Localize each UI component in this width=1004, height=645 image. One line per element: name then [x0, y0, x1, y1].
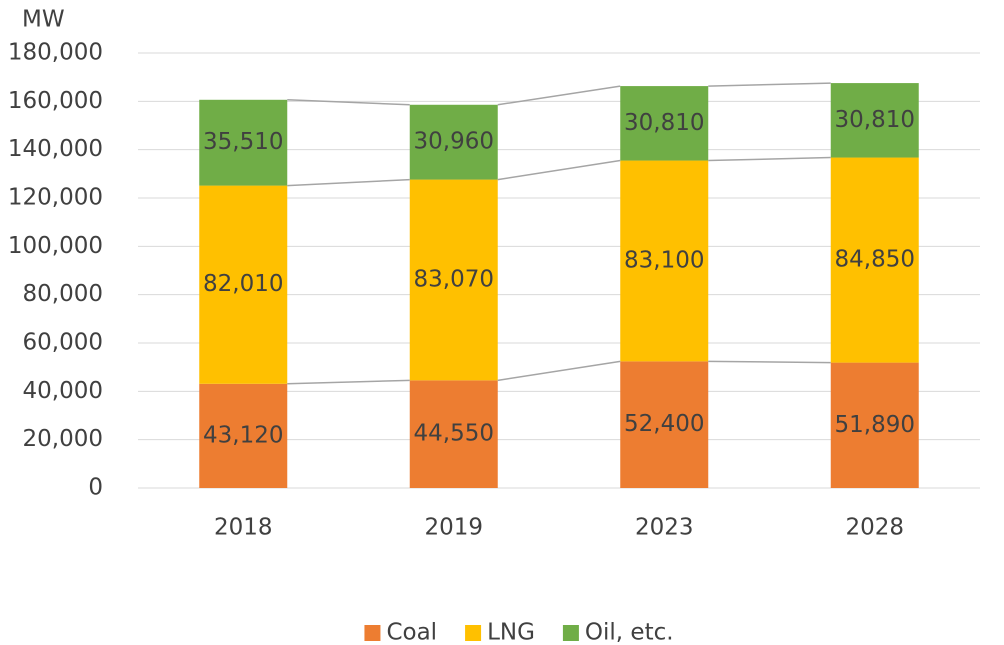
bar-segment: [830, 83, 919, 158]
series-line: [497, 360, 621, 382]
x-tick-label: 2019: [424, 515, 483, 541]
bar-segment: [409, 179, 498, 381]
series-line: [497, 159, 621, 181]
bar-segment: [199, 185, 288, 384]
x-tick-label: 2018: [214, 515, 273, 541]
y-tick-label: 60,000: [23, 330, 103, 356]
bar-segment: [830, 362, 919, 488]
data-label: 44,550: [414, 421, 494, 447]
legend-label: Oil, etc.: [585, 620, 674, 645]
legend-label: Coal: [386, 620, 437, 645]
bar-segment: [199, 383, 288, 488]
legend-swatch: [465, 625, 482, 641]
legend-label: LNG: [487, 620, 535, 645]
bar-segment: [620, 86, 709, 161]
legend-swatch: [364, 625, 381, 641]
x-tick-label: 2028: [845, 515, 904, 541]
series-line: [708, 360, 831, 364]
data-label: 30,810: [835, 107, 915, 133]
series-line: [287, 178, 410, 187]
data-label: 35,510: [203, 129, 283, 155]
data-label: 30,810: [624, 110, 704, 136]
series-line: [708, 82, 831, 87]
legend-swatch: [562, 625, 579, 641]
data-label: 30,960: [414, 129, 494, 155]
bar-segment: [620, 160, 709, 362]
y-axis-label: MW: [22, 7, 65, 33]
bar-segment: [830, 157, 919, 363]
x-tick-label: 2023: [635, 515, 694, 541]
series-line: [287, 99, 410, 106]
y-tick-label: 0: [88, 475, 103, 501]
y-tick-label: 160,000: [8, 88, 103, 114]
y-tick-label: 140,000: [8, 136, 103, 162]
y-tick-label: 180,000: [8, 40, 103, 66]
data-label: 83,070: [414, 266, 494, 292]
y-tick-label: 120,000: [8, 185, 103, 211]
data-label: 52,400: [624, 411, 704, 437]
y-tick-label: 80,000: [23, 281, 103, 307]
bar-segment: [199, 99, 288, 186]
data-label: 51,890: [835, 412, 915, 438]
data-label: 43,120: [203, 422, 283, 448]
series-line: [287, 379, 410, 385]
bar-segment: [620, 361, 709, 488]
data-label: 84,850: [835, 247, 915, 273]
y-tick-label: 20,000: [23, 426, 103, 452]
bar-segment: [409, 104, 498, 180]
data-label: 83,100: [624, 247, 704, 273]
bar-segment: [409, 380, 498, 488]
series-line: [708, 156, 831, 162]
data-label: 82,010: [203, 271, 283, 297]
y-tick-label: 40,000: [23, 378, 103, 404]
series-line: [497, 85, 621, 106]
y-tick-label: 100,000: [8, 233, 103, 259]
